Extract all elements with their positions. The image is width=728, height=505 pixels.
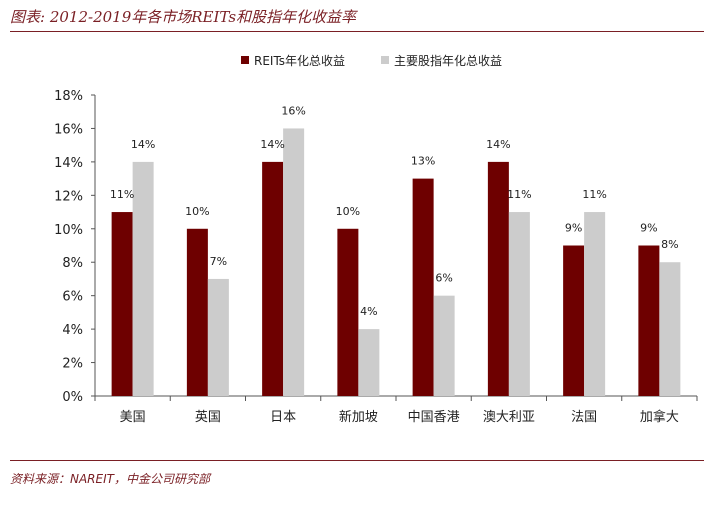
data-label: 11%	[110, 188, 134, 201]
data-label: 11%	[582, 188, 606, 201]
title-rule	[10, 31, 704, 32]
y-tick-label: 16%	[54, 122, 83, 137]
x-tick-label: 中国香港	[408, 410, 460, 425]
legend-label-2: 主要股指年化总收益	[394, 53, 502, 68]
y-tick-label: 12%	[54, 189, 83, 204]
data-label: 7%	[210, 255, 227, 268]
bar-reits	[412, 178, 434, 396]
x-tick-label: 加拿大	[640, 409, 679, 425]
source-rule	[10, 460, 704, 461]
data-label: 9%	[640, 222, 657, 235]
y-tick-label: 8%	[62, 256, 83, 271]
x-tick-label: 美国	[120, 410, 146, 425]
x-tick-label: 新加坡	[339, 409, 378, 425]
bar-reits	[638, 245, 660, 396]
bar-index	[358, 329, 380, 396]
data-label: 6%	[435, 272, 452, 285]
data-label: 14%	[486, 138, 510, 151]
bar-index	[283, 128, 305, 396]
data-label: 16%	[281, 104, 305, 117]
bar-reits	[186, 228, 208, 396]
source-note: 资料来源：NAREIT，中金公司研究部	[10, 472, 210, 486]
axes: 0% 2% 4% 6% 8% 10% 12% 14% 16% 18% 美国 英国 日本 新加坡 中国香港 澳大…	[54, 89, 698, 425]
bar-reits	[563, 245, 585, 396]
x-tick-label: 澳大利亚	[483, 409, 535, 425]
y-tick-label: 18%	[54, 89, 83, 104]
y-tick-label: 2%	[62, 357, 83, 372]
data-label: 10%	[185, 205, 209, 218]
bar-index	[659, 262, 681, 396]
data-label: 4%	[360, 305, 377, 318]
data-label: 13%	[411, 155, 435, 168]
data-label: 9%	[565, 222, 582, 235]
bar-index	[584, 212, 606, 396]
bar-reits	[337, 228, 359, 396]
y-tick-label: 0%	[62, 390, 83, 405]
bar-reits	[262, 161, 284, 396]
bar-index	[508, 212, 530, 396]
legend-swatch-2	[381, 56, 389, 64]
data-labels: 11% 14% 10% 7% 14% 16% 10% 4% 13% 6% 14% 11% 9% 11% 9%…	[110, 104, 679, 318]
y-tick-label: 10%	[54, 223, 83, 238]
legend-swatch-1	[241, 56, 249, 64]
bar-index	[132, 161, 154, 396]
y-tick-label: 4%	[62, 323, 83, 338]
legend: REITs年化总收益 主要股指年化总收益	[241, 53, 502, 68]
data-label: 14%	[131, 138, 155, 151]
data-label: 11%	[507, 188, 531, 201]
data-label: 8%	[661, 238, 678, 251]
x-tick-label: 英国	[195, 410, 221, 425]
chart-title: 图表: 2012-2019年各市场REITs和股指年化收益率	[10, 8, 357, 26]
y-tick-label: 14%	[54, 156, 83, 171]
bar-reits	[111, 212, 133, 396]
legend-label-1: REITs年化总收益	[254, 54, 345, 68]
bars	[111, 128, 681, 396]
x-tick-label: 日本	[270, 410, 296, 425]
bar-reits	[487, 161, 509, 396]
bar-index	[207, 278, 229, 396]
y-tick-label: 6%	[62, 290, 83, 305]
data-label: 10%	[336, 205, 360, 218]
x-tick-label: 法国	[571, 410, 597, 425]
data-label: 14%	[260, 138, 284, 151]
bar-index	[433, 295, 455, 396]
